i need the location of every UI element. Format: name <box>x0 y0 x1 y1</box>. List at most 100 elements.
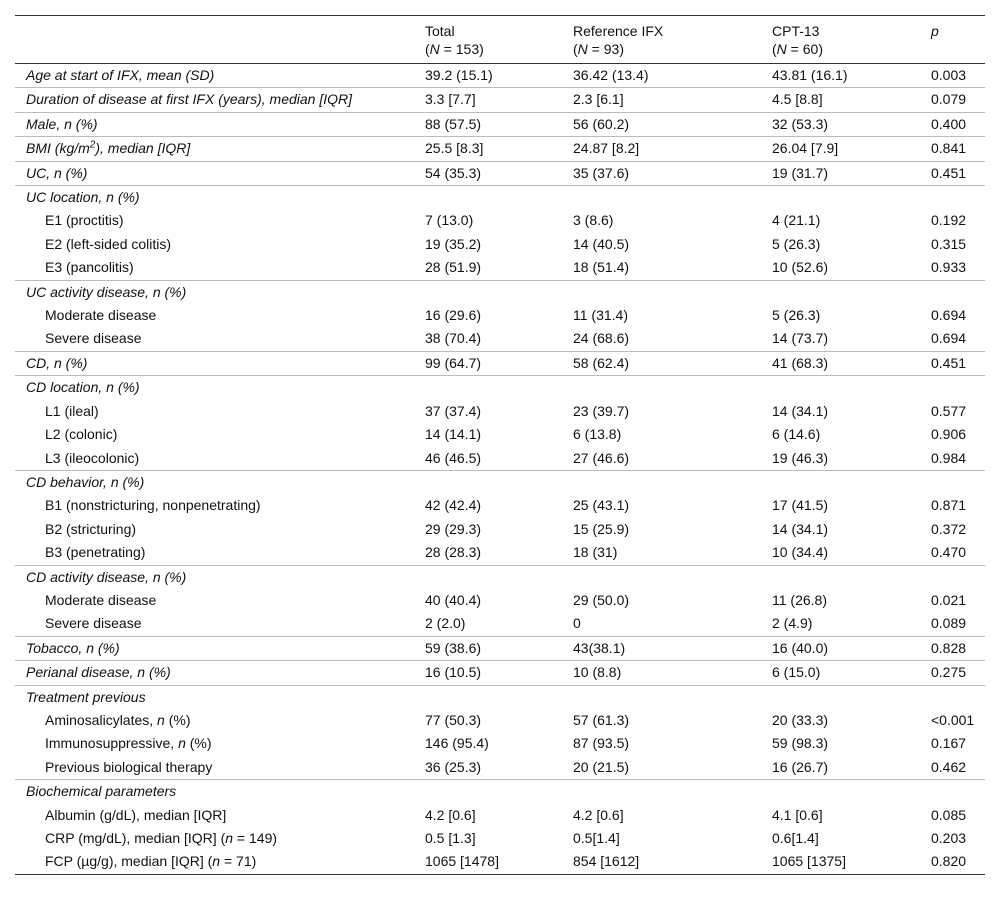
cell: 6 (15.0) <box>772 660 931 686</box>
sub-row: B3 (penetrating) 28 (28.3) 18 (31) 10 (34.4… <box>15 541 985 565</box>
row: Duration of disease at first IFX (years)… <box>15 87 985 113</box>
cell: 0.089 <box>931 615 967 632</box>
row: UC location, n (%) <box>15 185 985 210</box>
cell: 14 (40.5) <box>573 235 630 252</box>
row: Treatment previous <box>15 684 985 709</box>
cell: 38 (70.4) <box>425 330 482 347</box>
cell: 25.5 [8.3] <box>425 136 573 162</box>
cell: 26.04 [7.9] <box>772 136 931 162</box>
empty-cell <box>425 684 573 709</box>
sub-row: L3 (ileocolonic) 46 (46.5) 27 (46.6) 19 (46… <box>15 447 985 471</box>
sub-row: B1 (nonstricturing, nonpenetrating) 42 (4… <box>15 494 985 517</box>
cell: 0.372 <box>931 520 967 537</box>
header-empty <box>15 15 425 64</box>
sub-row: Severe disease 38 (70.4) 24 (68.6) 14 (73.7… <box>15 327 985 351</box>
table-header: Total (N = 153) Reference IFX (N = 93) CPT-1… <box>15 15 985 64</box>
cell: 11 (26.8) <box>772 591 827 608</box>
cell: 0.694 <box>931 307 967 324</box>
empty-cell <box>573 779 772 804</box>
cell: 2.3 [6.1] <box>573 87 772 113</box>
cell: 0.462 <box>931 758 967 775</box>
empty-cell <box>573 469 772 495</box>
cell: 25 (43.1) <box>573 497 630 514</box>
cell: 39.2 (15.1) <box>425 67 493 83</box>
sub-row: E2 (left-sided colitis) 19 (35.2) 14 (40.5… <box>15 233 985 256</box>
row: CD, n (%) 99 (64.7) 58 (62.4) 41 (68.3) 0.45… <box>15 350 985 376</box>
row-label: B1 (nonstricturing, nonpenetrating) <box>45 497 261 514</box>
row-label: CD behavior, n (%) <box>15 469 425 495</box>
empty-cell <box>772 185 931 210</box>
cell: 27 (46.6) <box>573 449 630 466</box>
row-label: BMI (kg/m2), median [IQR] <box>15 136 425 162</box>
empty-cell <box>573 684 772 709</box>
cell: 32 (53.3) <box>772 111 931 137</box>
text-part: p <box>931 23 939 39</box>
cell: 0.828 <box>931 635 985 661</box>
text-part: ( <box>573 41 578 57</box>
cell: 19 (31.7) <box>772 160 931 186</box>
cell: 0.400 <box>931 111 985 137</box>
cell: 11 (31.4) <box>573 307 628 324</box>
row: Male, n (%) 88 (57.5) 56 (60.2) 32 (53.3) 0.… <box>15 111 985 137</box>
header-cell: p <box>931 15 985 64</box>
cell: 59 (98.3) <box>772 735 829 752</box>
cell: 6 (13.8) <box>573 426 622 443</box>
sub-row: Immunosuppressive, n (%) 146 (95.4) 87 (93… <box>15 732 985 755</box>
cell: 29 (29.3) <box>425 520 482 537</box>
row-label: Perianal disease, n (%) <box>15 660 425 686</box>
cell: 0.203 <box>931 830 967 846</box>
row: Tobacco, n (%) 59 (38.6) 43(38.1) 16 (40.0)… <box>15 635 985 661</box>
empty-cell <box>772 564 931 589</box>
cell: 0.275 <box>931 660 985 686</box>
cell: 0.694 <box>931 330 967 347</box>
text-part: BMI (kg/m <box>26 140 90 157</box>
cell: 0.079 <box>931 87 985 113</box>
cell: 0.167 <box>931 735 967 752</box>
text-part: ), median [IQR] <box>95 140 191 157</box>
row-label: CD activity disease, n (%) <box>15 564 425 589</box>
row-label: B3 (penetrating) <box>45 544 146 561</box>
text-part: = 60) <box>786 41 823 57</box>
cell: 0.470 <box>931 544 967 561</box>
row-label: L2 (colonic) <box>45 426 118 443</box>
cell: 1065 [1375] <box>772 853 846 870</box>
empty-cell <box>931 684 985 709</box>
row-label: Severe disease <box>45 615 142 632</box>
cell: 14 (14.1) <box>425 426 482 443</box>
row: BMI (kg/m2), median [IQR] 25.5 [8.3] 24.87… <box>15 136 985 162</box>
text-part: (%) <box>164 711 191 728</box>
text-part: N <box>776 41 787 57</box>
header-row: Total (N = 153) Reference IFX (N = 93) CPT-1… <box>15 15 985 64</box>
cell: 0.984 <box>931 449 967 466</box>
empty-cell <box>931 375 985 400</box>
text-part: Aminosalicylates, <box>45 711 158 728</box>
cell: 24 (68.6) <box>573 330 630 347</box>
header-cell: Total (N = 153) <box>425 15 573 64</box>
cell: 0.315 <box>931 235 967 252</box>
cell: 20 (33.3) <box>772 711 829 728</box>
text-part: (%) <box>185 735 212 752</box>
text-part: FCP (µg/g), median [IQR] ( <box>45 853 213 870</box>
sub-row: Severe disease 2 (2.0) 0 2 (4.9) 0.089 <box>15 612 985 636</box>
cell: 4.5 [8.8] <box>772 87 931 113</box>
row-label: Treatment previous <box>15 684 425 709</box>
sub-row: E3 (pancolitis) 28 (51.9) 18 (51.4) 10 (52.… <box>15 256 985 280</box>
text-part: CRP (mg/dL), median [IQR] ( <box>45 830 226 846</box>
cell: 24.87 [8.2] <box>573 136 772 162</box>
cell: 20 (21.5) <box>573 758 630 775</box>
cell: 17 (41.5) <box>772 497 829 514</box>
cell: 41 (68.3) <box>772 350 931 376</box>
row-label: CRP (mg/dL), median [IQR] (n = 149) <box>15 827 425 850</box>
cell: 4 (21.1) <box>772 212 821 229</box>
sub-row: L2 (colonic) 14 (14.1) 6 (13.8) 6 (14.6) 0.9… <box>15 423 985 446</box>
row-label: Moderate disease <box>45 591 157 608</box>
cell: 1065 [1478] <box>425 853 499 870</box>
cell: 28 (28.3) <box>425 544 482 561</box>
row-label: FCP (µg/g), median [IQR] (n = 71) <box>15 850 425 874</box>
row-label: Duration of disease at first IFX (years)… <box>15 87 425 113</box>
row: Biochemical parameters <box>15 779 985 804</box>
table-body: Age at start of IFX, mean (SD) 39.2 (15.1… <box>15 64 985 875</box>
cell: 7 (13.0) <box>425 212 474 229</box>
text-part: N <box>577 41 588 57</box>
cell: 0.085 <box>931 806 967 823</box>
